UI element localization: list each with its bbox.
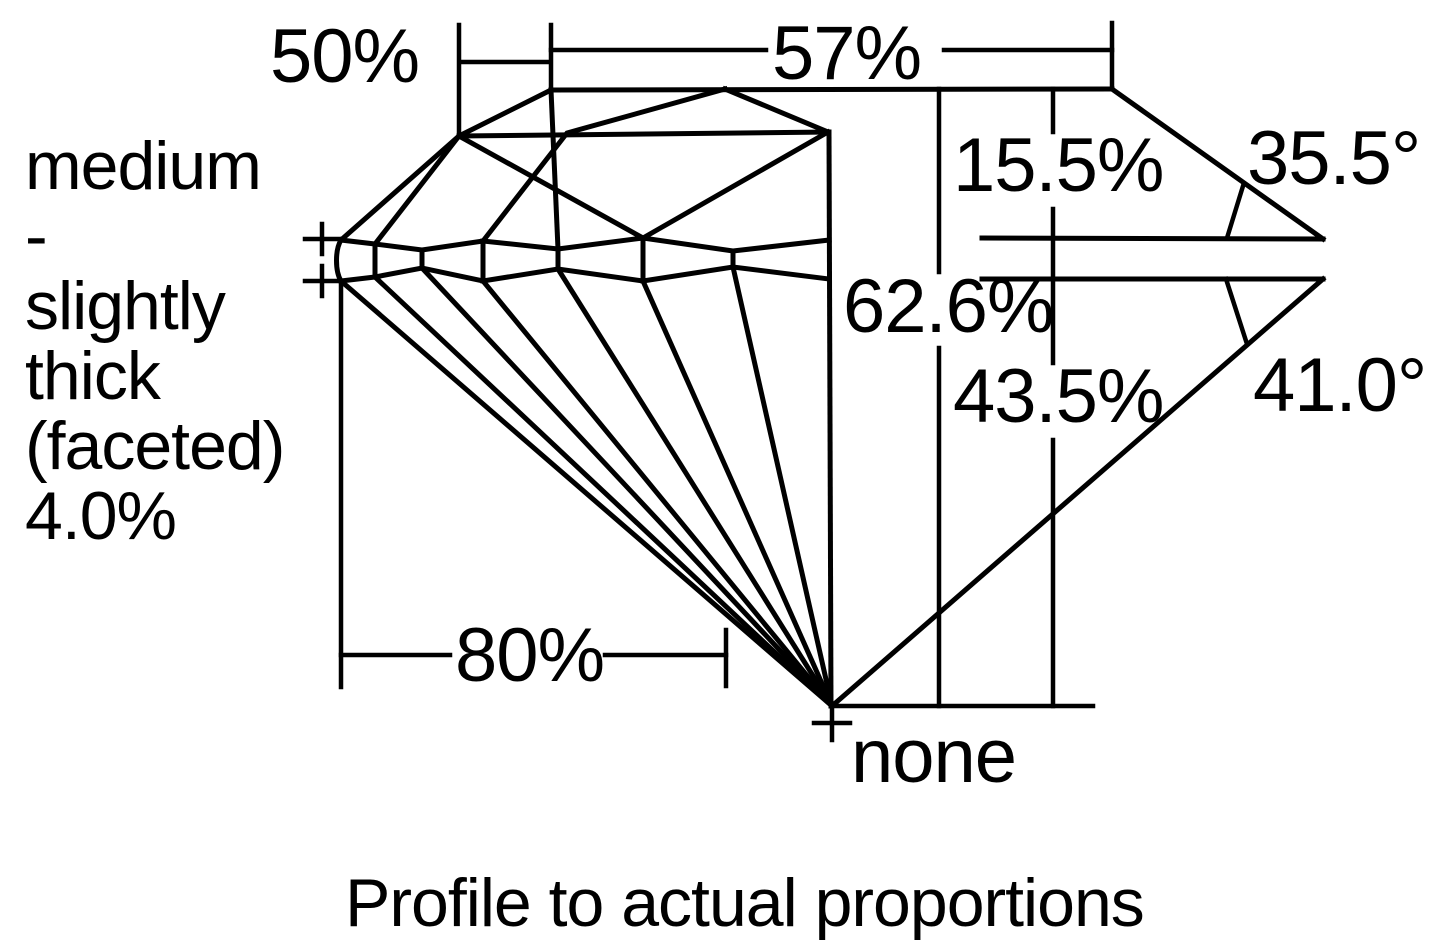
crown-angle-arc [1224, 183, 1246, 241]
crown-angle-label: 35.5° [1247, 116, 1421, 201]
girdle-description: medium - slightly thick (faceted) 4.0% [25, 128, 285, 554]
girdle-band-lines [334, 235, 832, 285]
total-depth-label: 62.6% [843, 264, 1054, 349]
crown-facet-lines [337, 85, 1115, 709]
table-size-label: 57% [772, 11, 922, 96]
star-length-label: 50% [270, 14, 420, 99]
culet-label: none [851, 714, 1017, 799]
girdle-description-line: 4.0% [25, 478, 177, 554]
crown-height-label: 15.5% [953, 123, 1164, 208]
girdle-description-line: medium [25, 128, 262, 204]
girdle-description-line: (faceted) [25, 408, 285, 484]
pavilion-depth-label: 43.5% [953, 354, 1164, 439]
girdle-description-line: slightly [25, 268, 226, 344]
angle-schematic-lines [828, 85, 1327, 710]
girdle-description-line: thick [25, 338, 161, 414]
girdle-description-line: - [25, 198, 48, 274]
diagram-title: Profile to actual proportions [345, 865, 1145, 941]
pavilion-angle-label: 41.0° [1253, 343, 1427, 428]
dimension-lines [302, 20, 1115, 743]
pavilion-angle-arc [1223, 276, 1250, 347]
pavilion-facet-lines [337, 264, 836, 710]
lower-half-label: 80% [455, 613, 605, 698]
